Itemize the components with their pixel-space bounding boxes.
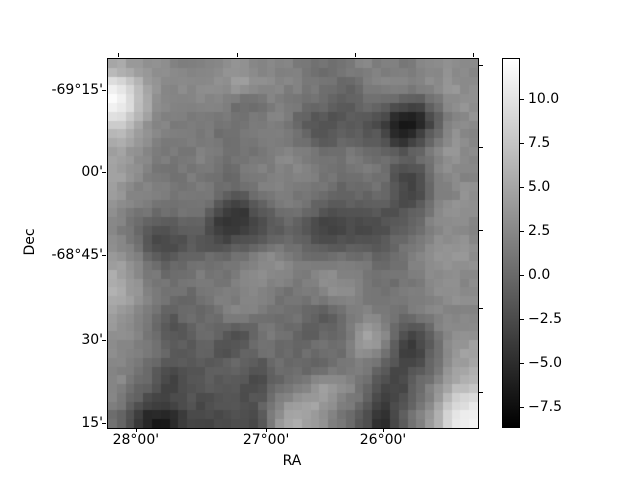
colorbar-tick [520, 275, 524, 277]
heatmap-image [108, 59, 478, 428]
colorbar-tick-label: 5.0 [528, 178, 551, 195]
y-tick-right [479, 391, 483, 393]
y-tick-label: 15' [81, 414, 103, 431]
x-tick-bottom [383, 428, 385, 432]
y-tick-left [102, 255, 106, 257]
colorbar-tick [520, 363, 524, 365]
colorbar [502, 58, 520, 428]
y-tick-label: 00' [81, 164, 103, 181]
colorbar-tick [520, 186, 524, 188]
y-tick-right [479, 307, 483, 309]
colorbar-tick [520, 406, 524, 408]
x-tick-label: 27°00' [242, 432, 290, 448]
x-tick-label: 26°00' [359, 432, 407, 448]
y-tick-label: -68°45' [51, 247, 103, 264]
x-tick-label: 28°00' [112, 432, 160, 448]
colorbar-tick-label: −2.5 [528, 310, 562, 327]
y-tick-left [102, 90, 106, 92]
colorbar-tick-label: 7.5 [528, 135, 551, 151]
colorbar-tick-label: 10.0 [528, 90, 560, 107]
y-tick-left [102, 339, 106, 341]
y-tick-label: 30' [81, 331, 103, 348]
colorbar-tick-label: −5.0 [528, 355, 562, 372]
x-tick-top [236, 53, 238, 57]
y-tick-right [479, 229, 483, 231]
colorbar-tick-label: 2.5 [528, 222, 551, 239]
colorbar-tick [520, 98, 524, 100]
colorbar-tick [520, 318, 524, 320]
x-tick-top [118, 53, 120, 57]
x-tick-bottom [135, 428, 137, 432]
y-tick-label: -69°15' [51, 82, 103, 99]
colorbar-tick-label: 0.0 [528, 267, 551, 284]
y-tick-right [479, 65, 483, 66]
y-tick-right [479, 146, 483, 148]
x-tick-top [472, 53, 474, 57]
y-tick-left [102, 172, 106, 174]
heatmap-plot-area [107, 58, 479, 429]
colorbar-tick [520, 143, 524, 144]
x-axis-label: RA [282, 453, 302, 469]
colorbar-tick [520, 230, 524, 232]
x-tick-bottom [266, 428, 268, 432]
colorbar-tick-label: −7.5 [528, 398, 562, 415]
y-tick-left [102, 422, 106, 424]
x-tick-top [354, 53, 356, 57]
